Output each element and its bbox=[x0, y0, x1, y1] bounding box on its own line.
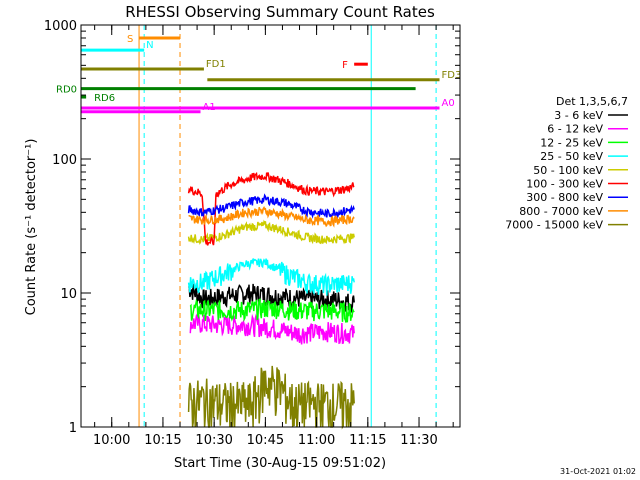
flag-label: RD6 bbox=[94, 93, 115, 104]
series-line bbox=[189, 312, 355, 345]
flag-label: N bbox=[146, 40, 153, 51]
x-tick-label: 11:30 bbox=[400, 433, 437, 448]
flag-label: RD0 bbox=[56, 85, 77, 96]
y-tick-label: 10 bbox=[60, 287, 77, 302]
legend-entry-label: 800 - 7000 keV bbox=[519, 205, 603, 218]
legend-entry-label: 6 - 12 keV bbox=[547, 123, 603, 136]
x-tick-label: 11:00 bbox=[298, 433, 335, 448]
axes: 1 10 100 1000 10:00 10:15 10:30 10:45 11:00 11:15… bbox=[44, 19, 461, 448]
x-tick-label: 10:45 bbox=[247, 433, 284, 448]
legend-entry-label: 7000 - 15000 keV bbox=[505, 219, 603, 232]
series-line bbox=[187, 219, 355, 245]
chart-title: RHESSI Observing Summary Count Rates bbox=[125, 3, 435, 21]
y-axis-label: Count Rate (s⁻¹ detector⁻¹) bbox=[24, 139, 39, 316]
flag-label: FD1 bbox=[206, 59, 226, 70]
series-line bbox=[187, 193, 355, 220]
y-tick-label: 1000 bbox=[44, 19, 77, 34]
legend-entry-label: 12 - 25 keV bbox=[540, 136, 603, 149]
flag-label: FD3 bbox=[442, 70, 462, 81]
legend-entry-label: 100 - 300 keV bbox=[526, 178, 603, 191]
x-tick-label: 11:15 bbox=[349, 433, 386, 448]
timestamp: 31-Oct-2021 01:02 bbox=[560, 467, 636, 476]
x-tick-label: 10:00 bbox=[93, 433, 130, 448]
series-line bbox=[187, 365, 355, 430]
flag-label: A1 bbox=[203, 102, 216, 113]
legend-entry-label: 50 - 100 keV bbox=[533, 164, 603, 177]
y-tick-label: 1 bbox=[69, 421, 77, 436]
x-tick-label: 10:15 bbox=[144, 433, 181, 448]
legend-title: Det 1,3,5,6,7 bbox=[556, 95, 628, 108]
plot-frame bbox=[80, 24, 461, 428]
legend-entry-label: 300 - 800 keV bbox=[526, 191, 603, 204]
legend-entry-label: 3 - 6 keV bbox=[554, 109, 603, 122]
x-axis-label: Start Time (30-Aug-15 09:51:02) bbox=[174, 456, 386, 471]
series-line bbox=[189, 298, 355, 323]
series-line bbox=[188, 205, 355, 228]
plot-area: S N F FD1 FD3 RD0 RD6 A0 A1 bbox=[56, 25, 462, 430]
series-line bbox=[187, 257, 355, 296]
flag-label: F bbox=[342, 60, 348, 71]
flag-label: A0 bbox=[442, 98, 455, 109]
series-line bbox=[187, 171, 355, 246]
flag-label: S bbox=[127, 34, 133, 45]
legend-entry-label: 25 - 50 keV bbox=[540, 150, 603, 163]
y-tick-label: 100 bbox=[52, 153, 77, 168]
x-tick-label: 10:30 bbox=[195, 433, 232, 448]
